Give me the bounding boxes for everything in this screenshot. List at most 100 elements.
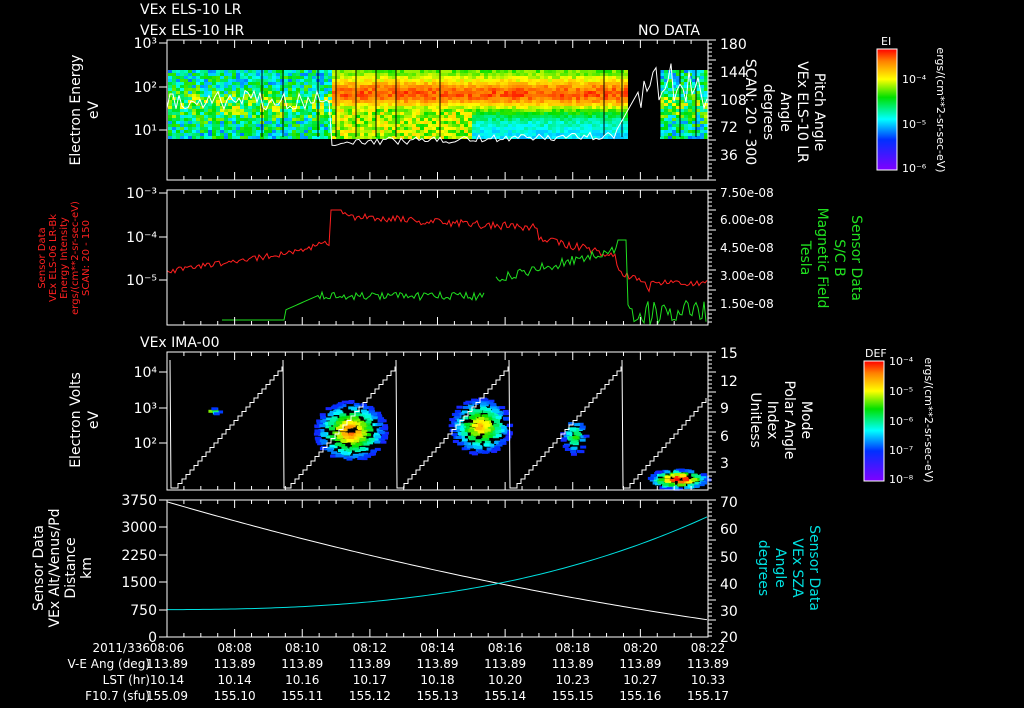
heatmap-cell bbox=[236, 133, 240, 136]
heatmap-cell bbox=[440, 85, 444, 88]
heatmap-cell bbox=[308, 91, 312, 94]
heatmap-cell bbox=[400, 115, 404, 118]
heatmap-cell bbox=[384, 94, 388, 97]
heatmap-cell bbox=[688, 88, 692, 91]
heatmap-cell bbox=[308, 118, 312, 121]
heatmap-cell bbox=[216, 127, 220, 130]
heatmap-cell bbox=[364, 70, 368, 73]
heatmap-cell bbox=[404, 106, 408, 109]
heatmap-cell bbox=[376, 97, 380, 100]
heatmap-cell bbox=[322, 417, 329, 421]
heatmap-cell bbox=[168, 112, 172, 115]
heatmap-cell bbox=[172, 79, 176, 82]
heatmap-cell bbox=[200, 109, 204, 112]
heatmap-cell bbox=[512, 103, 516, 106]
heatmap-cell bbox=[672, 112, 676, 115]
heatmap-cell bbox=[516, 79, 520, 82]
heatmap-cell bbox=[356, 103, 360, 106]
heatmap-cell bbox=[312, 127, 316, 130]
heatmap-cell bbox=[196, 94, 200, 97]
heatmap-cell bbox=[236, 130, 240, 133]
heatmap-cell bbox=[332, 70, 336, 73]
heatmap-cell bbox=[520, 100, 524, 103]
heatmap-cell bbox=[356, 88, 360, 91]
heatmap-cell bbox=[592, 109, 596, 112]
heatmap-cell bbox=[404, 79, 408, 82]
heatmap-cell bbox=[236, 76, 240, 79]
def-tick: 10⁻⁷ bbox=[889, 444, 913, 457]
heatmap-cell bbox=[480, 85, 484, 88]
heatmap-cell bbox=[396, 91, 400, 94]
heatmap-cell bbox=[604, 130, 608, 133]
heatmap-cell bbox=[456, 70, 460, 73]
heatmap-cell bbox=[684, 130, 688, 133]
heatmap-cell bbox=[244, 88, 248, 91]
heatmap-cell bbox=[528, 124, 532, 127]
heatmap-cell bbox=[364, 94, 368, 97]
heatmap-cell bbox=[444, 136, 448, 139]
heatmap-cell bbox=[572, 79, 576, 82]
heatmap-cell bbox=[288, 124, 292, 127]
x-ve_ang-label: 113.89 bbox=[146, 657, 188, 671]
heatmap-cell bbox=[583, 434, 590, 438]
heatmap-cell bbox=[664, 97, 668, 100]
heatmap-cell bbox=[468, 118, 472, 121]
heatmap-cell bbox=[256, 130, 260, 133]
heatmap-cell bbox=[244, 115, 248, 118]
heatmap-cell bbox=[696, 130, 700, 133]
heatmap-cell bbox=[684, 133, 688, 136]
heatmap-cell bbox=[468, 100, 472, 103]
heatmap-cell bbox=[570, 440, 577, 444]
heatmap-cell bbox=[676, 115, 680, 118]
heatmap-cell bbox=[700, 124, 704, 127]
heatmap-cell bbox=[700, 130, 704, 133]
heatmap-cell bbox=[424, 85, 428, 88]
heatmap-cell bbox=[548, 79, 552, 82]
heatmap-cell bbox=[328, 133, 332, 136]
heatmap-cell bbox=[680, 106, 684, 109]
heatmap-cell bbox=[412, 115, 416, 118]
heatmap-cell bbox=[472, 88, 476, 91]
heatmap-cell bbox=[180, 124, 184, 127]
heatmap-cell bbox=[348, 73, 352, 76]
heatmap-cell bbox=[472, 109, 476, 112]
heatmap-cell bbox=[600, 127, 604, 130]
heatmap-cell bbox=[368, 88, 372, 91]
heatmap-cell bbox=[496, 422, 503, 426]
heatmap-cell bbox=[276, 115, 280, 118]
heatmap-cell bbox=[400, 100, 404, 103]
heatmap-cell bbox=[354, 436, 361, 440]
heatmap-cell bbox=[528, 112, 532, 115]
heatmap-cell bbox=[280, 124, 284, 127]
heatmap-cell bbox=[376, 94, 380, 97]
heatmap-cell bbox=[450, 428, 457, 432]
heatmap-cell bbox=[336, 403, 343, 407]
heatmap-cell bbox=[500, 133, 504, 136]
heatmap-cell bbox=[312, 121, 316, 124]
heatmap-cell bbox=[604, 79, 608, 82]
heatmap-cell bbox=[574, 431, 581, 435]
heatmap-cell bbox=[684, 112, 688, 115]
heatmap-cell bbox=[312, 79, 316, 82]
heatmap-cell bbox=[664, 130, 668, 133]
heatmap-cell bbox=[692, 136, 696, 139]
heatmap-cell bbox=[288, 121, 292, 124]
heatmap-cell bbox=[276, 100, 280, 103]
heatmap-cell bbox=[688, 73, 692, 76]
heatmap-cell bbox=[488, 121, 492, 124]
heatmap-cell bbox=[552, 133, 556, 136]
heatmap-cell bbox=[508, 94, 512, 97]
heatmap-cell bbox=[376, 124, 380, 127]
heatmap-cell bbox=[304, 91, 308, 94]
heatmap-cell bbox=[368, 124, 372, 127]
heatmap-cell bbox=[512, 82, 516, 85]
heatmap-cell bbox=[592, 127, 596, 130]
heatmap-cell bbox=[200, 76, 204, 79]
y-tick-label: 10⁴ bbox=[134, 365, 158, 381]
heatmap-cell bbox=[496, 112, 500, 115]
heatmap-cell bbox=[448, 109, 452, 112]
heatmap-cell bbox=[580, 118, 584, 121]
panel4-ylabel-line: VEx Alt/Venus/Pd bbox=[47, 508, 63, 627]
heatmap-cell bbox=[528, 109, 532, 112]
heatmap-cell bbox=[540, 88, 544, 91]
